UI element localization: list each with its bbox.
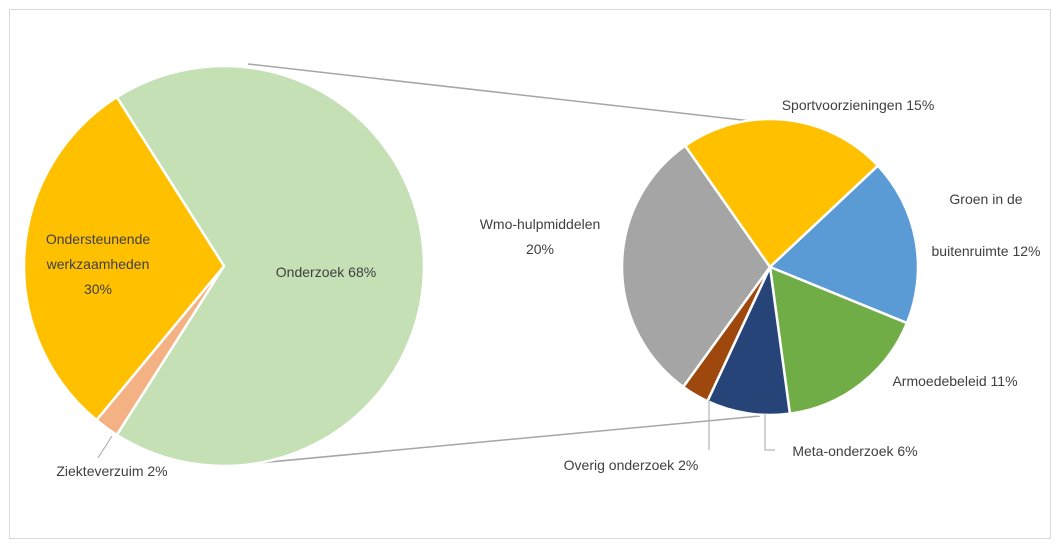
label-onderzoek: Onderzoek 68%	[276, 264, 376, 280]
label-meta-onderzoek: Meta-onderzoek 6%	[792, 443, 917, 459]
connector-line-bottom	[247, 415, 761, 465]
label-wmo-line1: Wmo-hulpmiddelen	[480, 216, 601, 232]
main-slice-onderzoek	[115, 64, 426, 468]
main-slice-ondersteunende-werkzaamheden	[22, 95, 226, 422]
connector-line-top	[247, 63, 761, 123]
detail-slice-groen-in-de-buitenruimte	[768, 164, 920, 325]
label-ondersteunend-line2: werkzaamheden	[46, 256, 150, 272]
detail-slice-sportvoorzieningen	[683, 117, 880, 269]
label-armoedebeleid: Armoedebeleid 11%	[892, 373, 1017, 389]
label-ondersteunend-line3: 30%	[84, 281, 112, 297]
label-groen-line2: buitenruimte 12%	[932, 243, 1041, 259]
label-sportvoorzieningen: Sportvoorzieningen 15%	[782, 97, 935, 113]
main-pie	[22, 64, 426, 468]
leader-line-meta	[764, 414, 775, 451]
leader-line-ziekteverzuim	[97, 435, 113, 459]
label-overig-onderzoek: Overig onderzoek 2%	[564, 457, 699, 473]
label-ziekteverzuim: Ziekteverzuim 2%	[56, 463, 167, 479]
label-groen-line1: Groen in de	[949, 191, 1022, 207]
detail-slice-armoedebeleid	[768, 265, 909, 415]
detail-slice-wmo-hulpmiddelen	[620, 144, 772, 389]
label-wmo-line2: 20%	[526, 241, 554, 257]
label-ondersteunend-line1: Ondersteunende	[46, 231, 151, 247]
detail-pie	[620, 117, 920, 417]
chart-area	[9, 9, 1051, 539]
